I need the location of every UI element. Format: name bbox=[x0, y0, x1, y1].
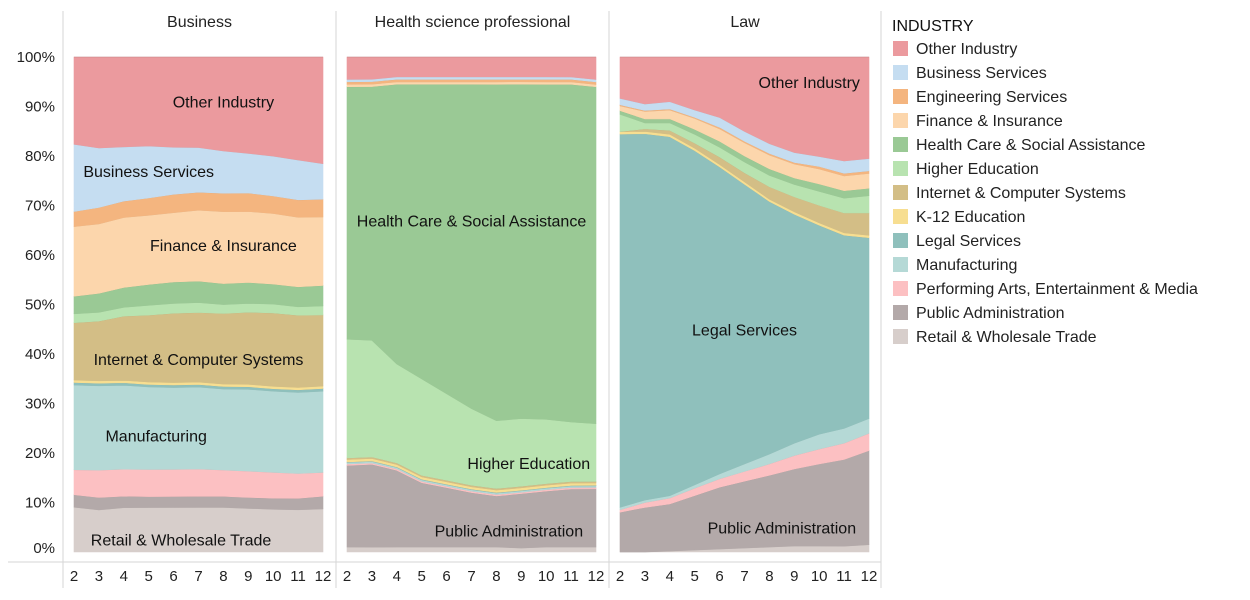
x-tick-label: 6 bbox=[442, 568, 450, 585]
area-label-higher-education: Higher Education bbox=[467, 456, 590, 473]
x-tick-label: 8 bbox=[492, 568, 500, 585]
legend-swatch-other-industry[interactable] bbox=[893, 41, 908, 56]
x-tick-label: 11 bbox=[290, 568, 306, 585]
area-retail-and-wholesale-trade[interactable] bbox=[346, 546, 597, 553]
area-other-industry[interactable] bbox=[346, 56, 597, 80]
y-tick-label: 20% bbox=[25, 445, 55, 462]
area-label-business-services: Business Services bbox=[83, 164, 214, 181]
legend-swatch-finance-and-insurance[interactable] bbox=[893, 113, 908, 128]
x-tick-label: 11 bbox=[563, 568, 579, 585]
panel-title: Business bbox=[167, 14, 232, 31]
x-tick-label: 2 bbox=[616, 568, 624, 585]
y-tick-label: 50% bbox=[25, 297, 55, 314]
area-label-legal-services: Legal Services bbox=[692, 322, 797, 339]
legend-swatch-business-services[interactable] bbox=[893, 65, 908, 80]
area-performing-arts-entertainment-and-media[interactable] bbox=[73, 468, 324, 499]
legend-swatch-performing-arts-entertainment-and-media[interactable] bbox=[893, 281, 908, 296]
area-other-industry[interactable] bbox=[619, 56, 870, 162]
area-label-public-administration: Public Administration bbox=[708, 520, 857, 537]
x-tick-label: 4 bbox=[120, 568, 128, 585]
x-tick-label: 7 bbox=[467, 568, 475, 585]
legend-swatch-retail-and-wholesale-trade[interactable] bbox=[893, 329, 908, 344]
y-tick-label: 40% bbox=[25, 346, 55, 363]
area-label-other-industry: Other Industry bbox=[173, 95, 274, 112]
x-tick-label: 4 bbox=[666, 568, 674, 585]
x-tick-label: 3 bbox=[641, 568, 649, 585]
area-label-health-care-and-social-assistance: Health Care & Social Assistance bbox=[357, 213, 587, 230]
x-tick-label: 2 bbox=[70, 568, 78, 585]
y-tick-label: 10% bbox=[25, 495, 55, 512]
legend-swatch-engineering-services[interactable] bbox=[893, 89, 908, 104]
legend-swatch-public-administration[interactable] bbox=[893, 305, 908, 320]
area-label-retail-and-wholesale-trade: Retail & Wholesale Trade bbox=[91, 533, 272, 550]
legend-label-public-administration[interactable]: Public Administration bbox=[916, 305, 1065, 322]
legend-swatch-legal-services[interactable] bbox=[893, 233, 908, 248]
y-tick-label: 70% bbox=[25, 198, 55, 215]
legend-title: INDUSTRY bbox=[892, 18, 974, 35]
x-tick-label: 12 bbox=[315, 568, 332, 585]
x-tick-label: 8 bbox=[219, 568, 227, 585]
x-tick-label: 9 bbox=[517, 568, 525, 585]
legend-swatch-internet-and-computer-systems[interactable] bbox=[893, 185, 908, 200]
legend-label-other-industry[interactable]: Other Industry bbox=[916, 41, 1017, 58]
y-tick-label: 90% bbox=[25, 99, 55, 116]
area-internet-and-computer-systems[interactable] bbox=[73, 311, 324, 388]
legend-label-engineering-services[interactable]: Engineering Services bbox=[916, 89, 1067, 106]
panel-title: Law bbox=[730, 14, 760, 31]
legend-swatch-health-care-and-social-assistance[interactable] bbox=[893, 137, 908, 152]
y-tick-label: 30% bbox=[25, 396, 55, 413]
y-tick-label: 0% bbox=[33, 540, 55, 557]
area-other-industry[interactable] bbox=[73, 56, 324, 164]
legend-label-internet-and-computer-systems[interactable]: Internet & Computer Systems bbox=[916, 185, 1126, 202]
legend-label-manufacturing[interactable]: Manufacturing bbox=[916, 257, 1017, 274]
x-tick-label: 5 bbox=[145, 568, 153, 585]
x-tick-label: 12 bbox=[861, 568, 878, 585]
x-tick-label: 3 bbox=[368, 568, 376, 585]
x-tick-label: 10 bbox=[538, 568, 555, 585]
legend-swatch-manufacturing[interactable] bbox=[893, 257, 908, 272]
legend-label-health-care-and-social-assistance[interactable]: Health Care & Social Assistance bbox=[916, 137, 1146, 154]
y-tick-label: 60% bbox=[25, 247, 55, 264]
legend-label-k-12-education[interactable]: K-12 Education bbox=[916, 209, 1025, 226]
x-tick-label: 9 bbox=[244, 568, 252, 585]
x-tick-label: 10 bbox=[265, 568, 282, 585]
area-label-manufacturing: Manufacturing bbox=[105, 429, 206, 446]
x-tick-label: 7 bbox=[740, 568, 748, 585]
x-tick-label: 12 bbox=[588, 568, 605, 585]
x-tick-label: 11 bbox=[836, 568, 852, 585]
legend-label-finance-and-insurance[interactable]: Finance & Insurance bbox=[916, 113, 1063, 130]
x-tick-label: 8 bbox=[765, 568, 773, 585]
legend-label-performing-arts-entertainment-and-media[interactable]: Performing Arts, Entertainment & Media bbox=[916, 281, 1198, 298]
x-tick-label: 9 bbox=[790, 568, 798, 585]
legend-label-higher-education[interactable]: Higher Education bbox=[916, 161, 1039, 178]
legend-swatch-k-12-education[interactable] bbox=[893, 209, 908, 224]
x-tick-label: 2 bbox=[343, 568, 351, 585]
area-label-other-industry: Other Industry bbox=[759, 75, 860, 92]
x-tick-label: 4 bbox=[393, 568, 401, 585]
x-tick-label: 3 bbox=[95, 568, 103, 585]
y-tick-label: 100% bbox=[17, 49, 55, 66]
y-tick-label: 80% bbox=[25, 148, 55, 165]
x-tick-label: 7 bbox=[194, 568, 202, 585]
panel-title: Health science professional bbox=[375, 14, 571, 31]
area-label-public-administration: Public Administration bbox=[435, 524, 584, 541]
legend-swatch-higher-education[interactable] bbox=[893, 161, 908, 176]
legend-label-legal-services[interactable]: Legal Services bbox=[916, 233, 1021, 250]
x-tick-label: 10 bbox=[811, 568, 828, 585]
x-tick-label: 6 bbox=[715, 568, 723, 585]
legend-label-retail-and-wholesale-trade[interactable]: Retail & Wholesale Trade bbox=[916, 329, 1097, 346]
x-tick-label: 5 bbox=[418, 568, 426, 585]
area-label-finance-and-insurance: Finance & Insurance bbox=[150, 238, 297, 255]
legend-label-business-services[interactable]: Business Services bbox=[916, 65, 1047, 82]
x-tick-label: 5 bbox=[691, 568, 699, 585]
area-label-internet-and-computer-systems: Internet & Computer Systems bbox=[94, 352, 304, 369]
x-tick-label: 6 bbox=[169, 568, 177, 585]
